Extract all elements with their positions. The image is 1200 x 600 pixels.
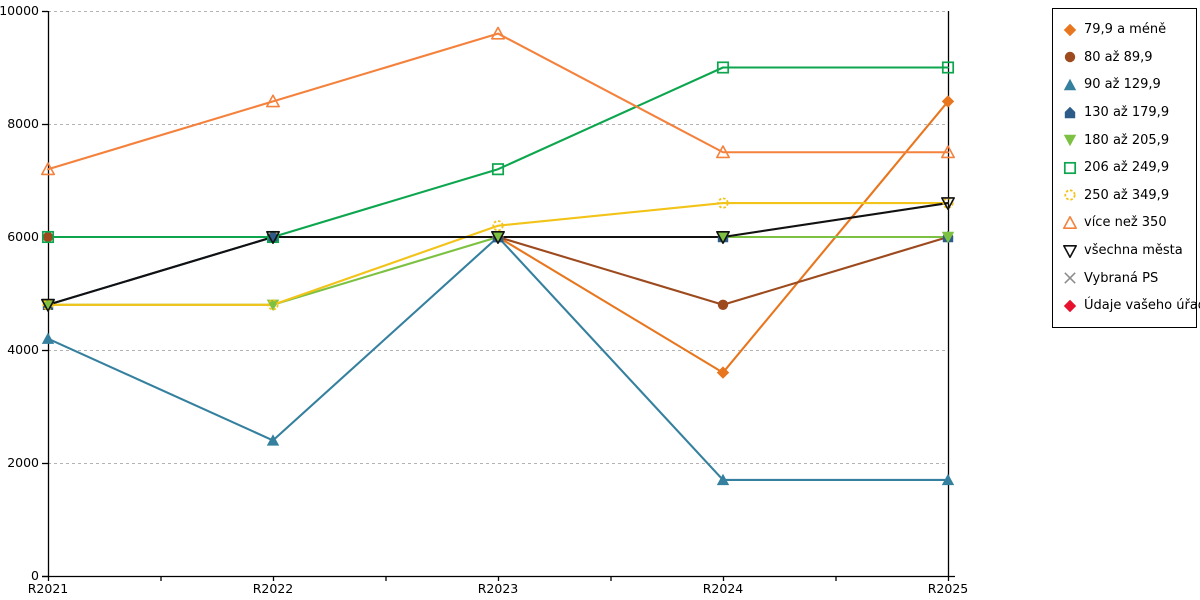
series-marker [716,366,730,379]
legend-item: Údaje vašeho úřadu [1062,292,1200,320]
series-marker [1063,78,1077,91]
pentagon-legend-icon [1064,106,1076,118]
series-marker [41,332,55,344]
y-tick-label: 4000 [7,342,39,357]
x-tick-label: R2022 [253,581,294,596]
x-tick-label: R2024 [703,581,744,596]
triangle-down-open-legend-icon [1063,244,1077,258]
series-marker [1064,106,1076,118]
circle-legend-icon [1064,52,1076,63]
series-marker [1064,52,1076,63]
y-tick-label: 6000 [7,229,39,244]
series-marker [716,473,730,486]
legend-item: více než 350 [1062,209,1190,237]
legend-item: 250 až 349,9 [1062,182,1190,210]
series-marker [266,299,280,311]
legend-label: Údaje vašeho úřadu [1084,298,1200,314]
legend-item: 90 až 129,9 [1062,71,1190,99]
legend-label: 80 až 89,9 [1084,49,1153,65]
series-marker [41,299,55,311]
circle-open-dashed-legend-icon [1064,189,1076,201]
series-marker [491,26,505,40]
series-marker [266,94,280,108]
x-tick-label: R2023 [478,581,519,596]
series-marker [491,231,505,244]
series-marker [941,145,955,159]
series-marker [1064,189,1076,201]
series-line [46,235,950,306]
diamond-legend-icon [1063,23,1077,36]
series-marker [1063,299,1077,312]
series-marker [941,473,955,486]
legend-label: 206 až 249,9 [1084,160,1170,176]
legend-item: 79,9 a méně [1062,16,1190,44]
series-marker [717,197,729,209]
legend-label: 90 až 129,9 [1084,77,1161,93]
series-line [46,235,950,482]
series-line [46,202,950,306]
square-open-legend-icon [1063,161,1077,174]
series-marker [492,220,504,232]
series-marker [716,61,730,74]
series-marker [42,299,54,311]
x-tick-label: R2021 [28,581,69,596]
series-marker [941,61,955,74]
x-cross-legend-icon [1064,272,1076,284]
y-tick-label: 8000 [7,116,39,131]
series-line [46,235,950,306]
series-marker [716,231,730,244]
series-marker [42,231,54,243]
series-marker [491,231,505,244]
series-marker [1063,244,1077,258]
y-tick-label: 2000 [7,455,39,470]
series-marker [41,298,55,312]
series-marker [716,145,730,159]
legend-label: 130 až 179,9 [1084,105,1170,121]
y-tick-label: 0 [31,568,39,583]
series-marker [41,230,55,244]
y-tick-label: 10000 [0,3,39,18]
series-marker [266,434,280,446]
legend-label: 180 až 205,9 [1084,132,1170,148]
series-marker [1063,161,1077,174]
series-marker [266,231,280,244]
legend-label: 79,9 a méně [1084,22,1167,38]
series-marker [267,299,279,311]
series-marker [491,163,505,176]
legend-item: Vybraná PS [1062,264,1190,292]
series-marker [1063,134,1077,147]
series-marker [1064,272,1076,284]
legend-item: 130 až 179,9 [1062,99,1190,127]
series-marker [941,95,955,108]
legend-label: všechna města [1084,243,1183,259]
series-marker [941,231,955,244]
legend-item: 180 až 205,9 [1062,126,1190,154]
x-tick-label: R2025 [928,581,969,596]
triangle-up-open-legend-icon [1063,215,1077,229]
triangle-down-legend-icon [1063,134,1077,147]
diamond-legend-icon [1063,299,1077,312]
legend-item: 206 až 249,9 [1062,154,1190,182]
triangle-up-legend-icon [1063,78,1077,91]
chart-legend: 79,9 a méně 80 až 89,9 90 až 129,9 130 až 1… [1052,8,1200,328]
legend-label: Vybraná PS [1084,270,1159,286]
legend-item: všechna města [1062,237,1190,265]
series-marker [717,299,729,310]
series-marker [1063,23,1077,36]
series-marker [1063,215,1077,229]
legend-item: 80 až 89,9 [1062,44,1190,72]
series-line [46,32,950,171]
series-line [46,202,950,306]
series-marker [41,162,55,176]
legend-label: více než 350 [1084,215,1167,231]
series-line [46,66,950,239]
series-marker [716,231,730,244]
series-marker [942,197,954,209]
series-marker [941,197,955,211]
series-line [46,235,950,306]
legend-label: 250 až 349,9 [1084,187,1170,203]
